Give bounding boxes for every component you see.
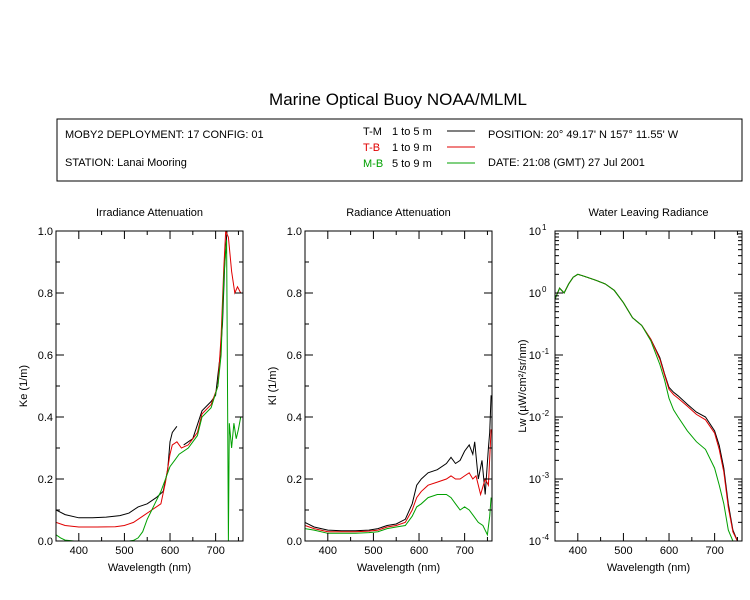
irradiance-attenuation-panel: Irradiance Attenuation 400 500 600 700 0.0 0.2…: [18, 207, 244, 574]
legend-range-t-b: 1 to 9 m: [392, 142, 432, 154]
chart-1-xtick-label: 700: [455, 545, 473, 557]
chart-0-xtick-label: 500: [115, 545, 133, 557]
info-box: MOBY2 DEPLOYMENT: 17 CONFIG: 01 STATION:…: [56, 118, 743, 182]
chart-0-ytick-label: 0.6: [38, 350, 53, 362]
chart-2-ytick-label-exp: -3: [542, 471, 550, 480]
chart-2-series-group: [555, 273, 738, 541]
station-text: STATION: Lanai Mooring: [65, 157, 187, 169]
chart-0-ytick-label: 0.2: [38, 474, 53, 486]
chart-1-series-t-b-1: [305, 429, 492, 533]
chart-2-xtick-label: 700: [705, 545, 723, 557]
legend-range-m-b: 5 to 9 m: [392, 158, 432, 170]
position-text: POSITION: 20° 49.17' N 157° 11.55' W: [488, 129, 679, 141]
legend-label-m-b: M-B: [363, 158, 383, 170]
chart-1-ylabel: Kl (1/m): [267, 367, 279, 406]
chart-2-ylabel: Lw (µW/cm²/sr/nm): [517, 339, 529, 432]
chart-2-xtick-label: 400: [569, 545, 587, 557]
chart-2-ytick-label-exp: 0: [542, 285, 547, 294]
chart-2-ytick-label-exp: 1: [542, 223, 547, 232]
legend: T-M 1 to 5 m T-B 1 to 9 m M-B 5 to 9 m: [363, 126, 475, 170]
chart-1-title: Radiance Attenuation: [346, 207, 451, 219]
radiance-attenuation-panel: Radiance Attenuation 400 500 600 700 0.0 0.2 0.…: [267, 207, 493, 574]
chart-0-xtick-label: 600: [161, 545, 179, 557]
chart-2-ytick-label-base: 10: [529, 412, 541, 424]
date-text: DATE: 21:08 (GMT) 27 Jul 2001: [488, 157, 645, 169]
chart-0-ytick-label: 0.4: [38, 412, 53, 424]
chart-0-plot-frame: [55, 230, 244, 542]
chart-1-ytick-label: 0.6: [287, 350, 302, 362]
chart-2-title: Water Leaving Radiance: [588, 207, 708, 219]
chart-1-xtick-label: 500: [364, 545, 382, 557]
chart-0-series-group: [56, 231, 242, 541]
chart-2-series-t-b-1: [555, 273, 738, 541]
chart-2-plot-frame: [554, 230, 743, 542]
chart-2-ytick-label-base: 10: [529, 226, 541, 238]
chart-1-ytick-label: 1.0: [287, 226, 302, 238]
legend-label-t-b: T-B: [363, 142, 380, 154]
chart-0-series-m-b-3: [56, 240, 242, 541]
chart-1-xlabel: Wavelength (nm): [357, 562, 440, 574]
chart-0-xlabel: Wavelength (nm): [108, 562, 191, 574]
chart-0-title: Irradiance Attenuation: [96, 207, 203, 219]
chart-0-series-t-b-2: [56, 231, 242, 528]
chart-1-ytick-label: 0.8: [287, 288, 302, 300]
chart-0-series-t-m-0: [56, 426, 178, 519]
chart-2-ytick-label-exp: -2: [542, 409, 550, 418]
chart-0-ytick-label: 1.0: [38, 226, 53, 238]
chart-2-xtick-label: 600: [660, 545, 678, 557]
legend-label-t-m: T-M: [363, 126, 382, 138]
chart-2-series-m-b-2: [555, 273, 738, 541]
chart-0-xtick-label: 700: [206, 545, 224, 557]
chart-2-ytick-label-base: 10: [529, 288, 541, 300]
chart-1-xtick-label: 400: [319, 545, 337, 557]
chart-2-ytick-label-exp: -1: [542, 347, 550, 356]
chart-1-ytick-label: 0.0: [287, 536, 302, 548]
chart-2-xlabel: Wavelength (nm): [607, 562, 690, 574]
chart-0-ytick-label: 0.0: [38, 536, 53, 548]
chart-2-series-t-m-0: [555, 273, 738, 541]
chart-1-series-t-m-0: [305, 395, 492, 532]
figure-title: Marine Optical Buoy NOAA/MLML: [269, 90, 527, 109]
chart-2-ytick-label-base: 10: [529, 536, 541, 548]
chart-2-ytick-label-exp: -4: [542, 533, 550, 542]
chart-0-xtick-label: 400: [70, 545, 88, 557]
legend-range-t-m: 1 to 5 m: [392, 126, 432, 138]
chart-1-ytick-label: 0.2: [287, 474, 302, 486]
deployment-text: MOBY2 DEPLOYMENT: 17 CONFIG: 01: [65, 129, 264, 141]
chart-1-plot-frame: [304, 230, 493, 542]
chart-2-ytick-label-base: 10: [529, 350, 541, 362]
chart-2-ytick-label-base: 10: [529, 474, 541, 486]
chart-1-xtick-label: 600: [410, 545, 428, 557]
chart-0-ylabel: Ke (1/m): [18, 365, 30, 407]
chart-1-series-m-b-2: [305, 494, 492, 537]
chart-1-ytick-label: 0.4: [287, 412, 302, 424]
chart-0-ytick-label: 0.8: [38, 288, 53, 300]
chart-2-xtick-label: 500: [614, 545, 632, 557]
info-box-frame: [56, 118, 743, 182]
chart-1-series-group: [305, 395, 492, 537]
